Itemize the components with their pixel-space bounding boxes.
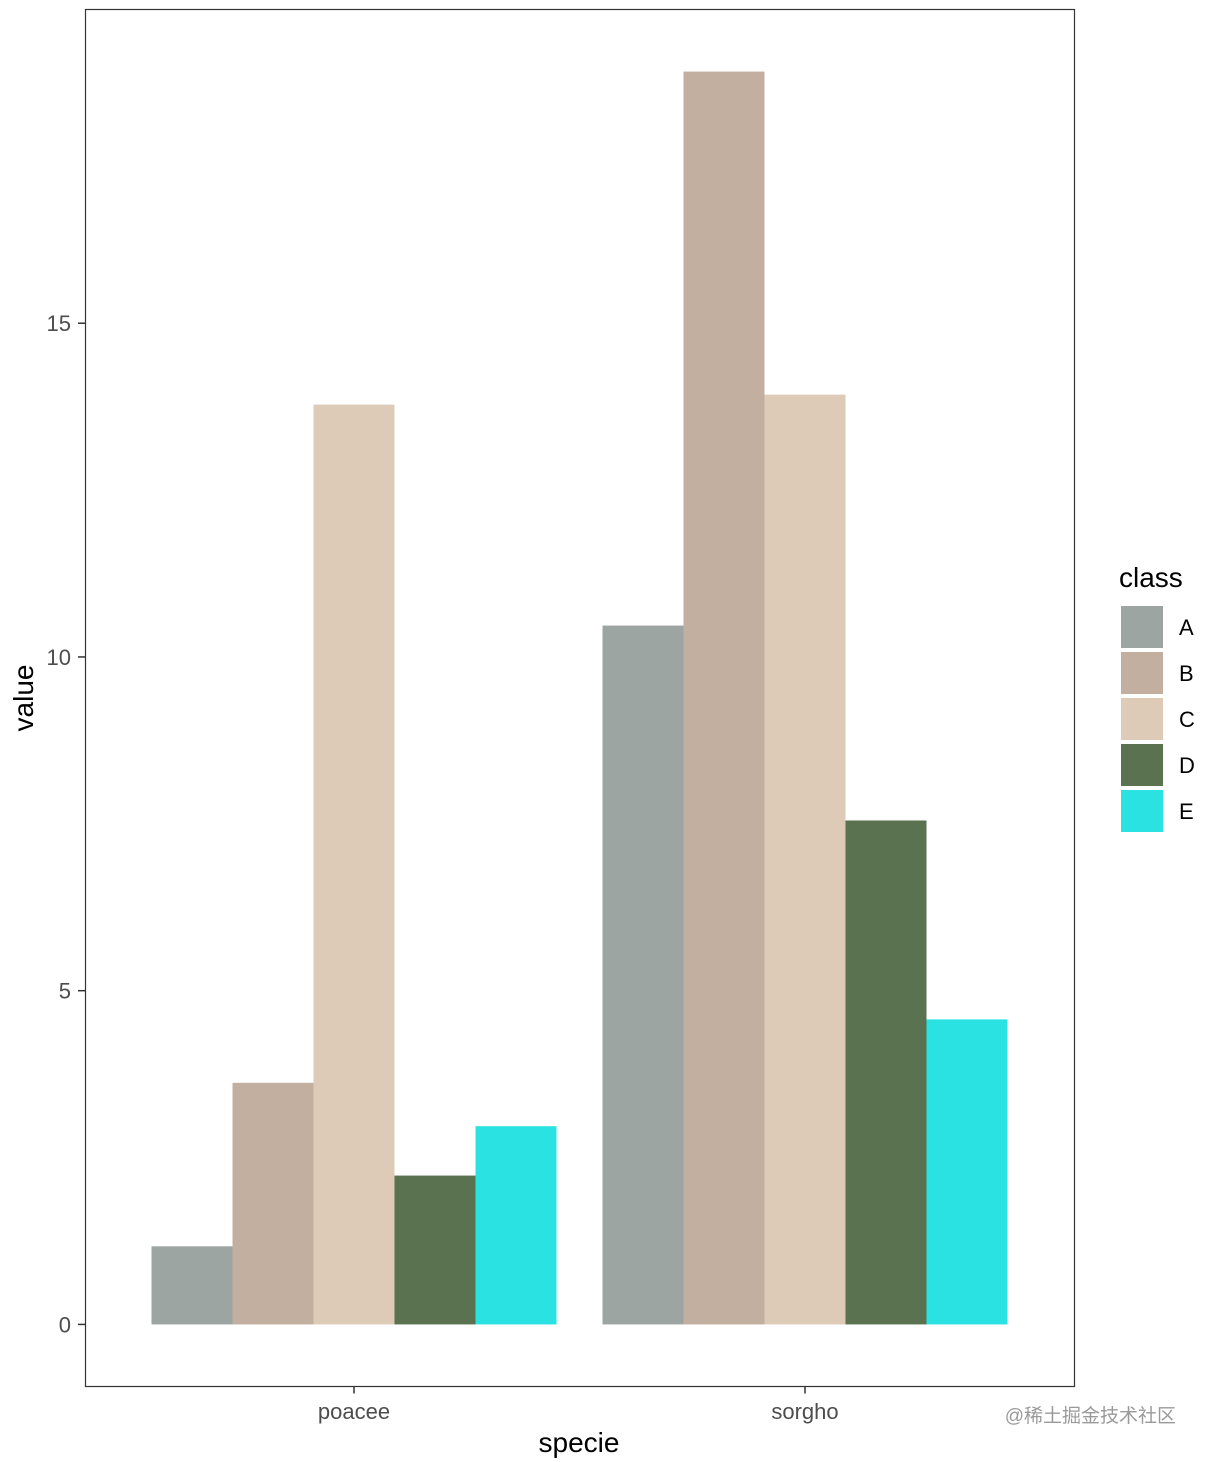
bar-sorgho-C xyxy=(764,394,846,1325)
legend-label-D: D xyxy=(1179,753,1195,778)
y-axis-title: value xyxy=(8,665,39,732)
watermark: @稀土掘金技术社区 xyxy=(1005,1405,1176,1427)
legend-key-E xyxy=(1121,790,1163,832)
x-tick-label-poacee: poacee xyxy=(318,1399,390,1424)
legend-label-B: B xyxy=(1179,661,1194,686)
legend-label-E: E xyxy=(1179,799,1194,824)
bar-sorgho-B xyxy=(683,71,765,1325)
legend-title: class xyxy=(1119,562,1183,593)
bar-poacee-C xyxy=(313,404,395,1325)
x-axis-title: specie xyxy=(539,1427,620,1458)
x-axis: poacee sorgho xyxy=(318,1386,839,1424)
x-tick-label-sorgho: sorgho xyxy=(771,1399,838,1424)
bar-sorgho-A xyxy=(602,625,684,1325)
legend-key-B xyxy=(1121,652,1163,694)
bar-poacee-B xyxy=(232,1082,314,1325)
bar-poacee-A xyxy=(151,1246,233,1325)
bar-sorgho-D xyxy=(845,820,927,1325)
y-tick-label: 0 xyxy=(59,1312,71,1337)
bar-poacee-E xyxy=(475,1126,557,1325)
y-axis: 0 5 10 15 xyxy=(47,311,86,1337)
legend-label-A: A xyxy=(1179,615,1194,640)
y-tick-label: 5 xyxy=(59,979,71,1004)
legend-label-C: C xyxy=(1179,707,1195,732)
y-tick-label: 10 xyxy=(47,645,71,670)
legend-key-D xyxy=(1121,744,1163,786)
legend-key-C xyxy=(1121,698,1163,740)
y-tick-label: 15 xyxy=(47,311,71,336)
bar-poacee-D xyxy=(394,1175,476,1325)
bars-group xyxy=(151,71,1008,1325)
legend-key-A xyxy=(1121,606,1163,648)
bar-sorgho-E xyxy=(926,1019,1008,1325)
